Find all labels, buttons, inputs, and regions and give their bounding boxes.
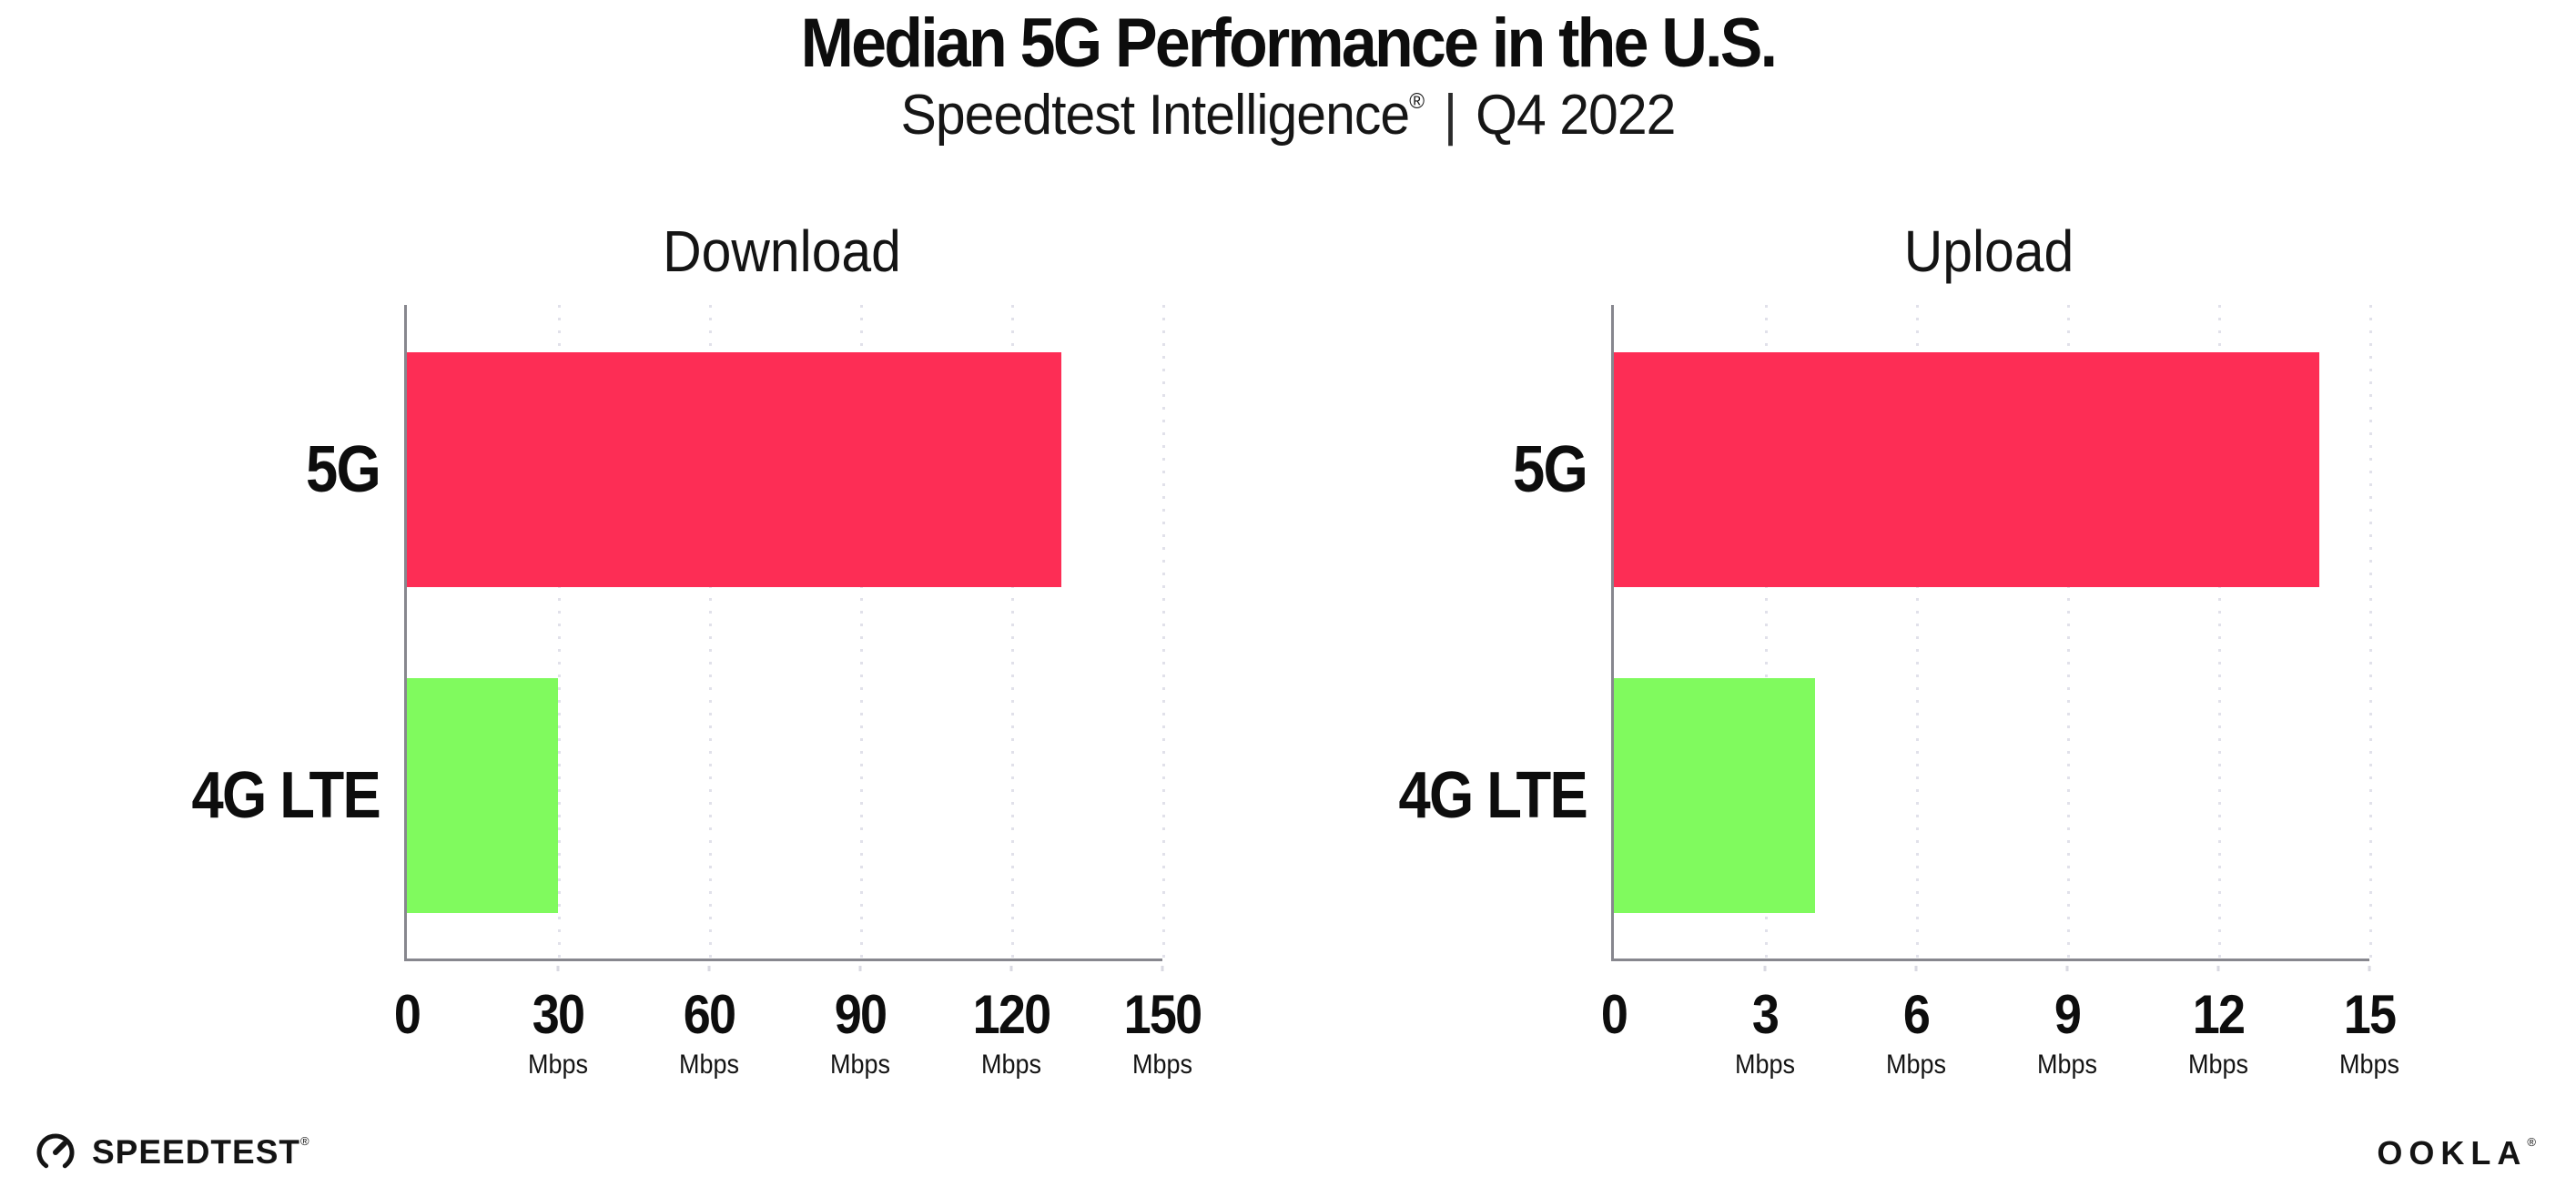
tick-mark-6 — [1914, 966, 1918, 971]
plot-area: 0 30 Mbps 60 Mbps 90 Mbps 120 Mbps 150 Mbps 5G 4G L… — [191, 305, 1202, 1079]
registered-mark-icon: ® — [1409, 89, 1425, 114]
x-tick-value: 150 — [1123, 984, 1203, 1045]
gridline-3 — [1765, 305, 1768, 959]
x-tick-value: 12 — [2192, 984, 2246, 1045]
x-tick-unit: Mbps — [1885, 1050, 1947, 1080]
x-tick-value: 90 — [834, 984, 887, 1045]
x-tick-label-150: 150 Mbps — [1123, 984, 1203, 1080]
x-tick-value: 15 — [2343, 984, 2397, 1045]
x-tick-value: 0 — [393, 984, 421, 1045]
tick-mark-3 — [1763, 966, 1767, 971]
category-label-5g: 5G — [305, 433, 381, 506]
tick-mark-30 — [556, 966, 560, 971]
speedtest-gauge-icon — [36, 1133, 75, 1172]
tick-mark-120 — [1009, 966, 1013, 971]
x-tick-label-9: 9 Mbps — [2037, 988, 2097, 1079]
ookla-registered-icon: ® — [2527, 1135, 2542, 1149]
bar-5g — [407, 352, 1062, 587]
speedtest-logo: SPEEDTEST® — [34, 1130, 310, 1173]
x-tick-value: 120 — [972, 984, 1052, 1045]
x-tick-unit: Mbps — [527, 1050, 589, 1080]
subtitle-divider: | — [1443, 84, 1457, 147]
tick-mark-15 — [2368, 966, 2371, 971]
gridline-150 — [1162, 305, 1165, 959]
x-tick-label-6: 6 Mbps — [1886, 988, 1946, 1079]
x-tick-unit: Mbps — [2338, 1050, 2400, 1080]
x-tick-unit: Mbps — [980, 1050, 1042, 1080]
tick-mark-9 — [2065, 966, 2069, 971]
x-tick-unit: Mbps — [678, 1050, 740, 1080]
x-tick-label-15: 15 Mbps — [2339, 988, 2399, 1079]
category-label-4g-lte: 4G LTE — [191, 759, 380, 832]
bar-4g-lte — [407, 678, 558, 913]
gridline-30 — [558, 305, 561, 959]
category-label-4g-lte: 4G LTE — [1398, 759, 1587, 832]
page-title: Median 5G Performance in the U.S. — [800, 5, 1778, 82]
gridline-12 — [2218, 305, 2221, 959]
gridline-6 — [1916, 305, 1919, 959]
x-tick-label-120: 120 Mbps — [972, 984, 1052, 1080]
gridline-15 — [2369, 305, 2372, 959]
category-label-5g: 5G — [1512, 433, 1588, 506]
x-tick-label-90: 90 Mbps — [830, 988, 890, 1079]
x-tick-unit: Mbps — [829, 1050, 891, 1080]
x-tick-unit: Mbps — [1734, 1050, 1796, 1080]
chart-title-download: Download — [663, 218, 901, 284]
bar-5g — [1614, 352, 2319, 587]
ookla-logo: OOKLA® — [2377, 1134, 2542, 1172]
x-tick-value: 3 — [1751, 984, 1780, 1045]
bar-4g-lte — [1614, 678, 1816, 913]
speedtest-wordmark: SPEEDTEST® — [92, 1132, 310, 1171]
subtitle-period: Q4 2022 — [1476, 84, 1676, 147]
plot-area: 0 3 Mbps 6 Mbps 9 Mbps 12 Mbps 15 Mbps 5G 4G LTE — [1398, 305, 2399, 1079]
x-tick-value: 9 — [2054, 984, 2082, 1045]
x-tick-label-30: 30 Mbps — [528, 988, 588, 1079]
tick-mark-150 — [1161, 966, 1164, 971]
x-tick-label-0: 0 — [1600, 984, 1628, 1045]
x-tick-label-0: 0 — [393, 984, 421, 1045]
x-tick-value: 6 — [1902, 984, 1931, 1045]
x-tick-unit: Mbps — [1131, 1050, 1193, 1080]
x-tick-unit: Mbps — [2187, 1050, 2249, 1080]
gridline-60 — [709, 305, 712, 959]
chart-title-upload: Upload — [1903, 218, 2074, 284]
x-axis-labels: 0 3 Mbps 6 Mbps 9 Mbps 12 Mbps 15 Mbps — [1601, 959, 2399, 1104]
subtitle-brand: Speedtest Intelligence — [900, 84, 1411, 147]
x-tick-value: 60 — [683, 984, 736, 1045]
x-tick-unit: Mbps — [2036, 1050, 2098, 1080]
x-tick-value: 0 — [1600, 984, 1628, 1045]
tick-mark-12 — [2216, 966, 2220, 971]
gridline-90 — [860, 305, 863, 959]
x-tick-label-60: 60 Mbps — [679, 988, 739, 1079]
x-tick-value: 30 — [532, 984, 585, 1045]
speedtest-registered-icon: ® — [300, 1133, 310, 1148]
x-tick-label-3: 3 Mbps — [1735, 988, 1795, 1079]
tick-mark-60 — [707, 966, 711, 971]
x-axis-labels: 0 30 Mbps 60 Mbps 90 Mbps 120 Mbps 150 Mbps — [394, 959, 1202, 1104]
tick-mark-90 — [858, 966, 862, 971]
page-subtitle: Speedtest Intelligence® | Q4 2022 — [65, 87, 2512, 144]
x-tick-label-12: 12 Mbps — [2188, 988, 2248, 1079]
gridline-120 — [1011, 305, 1014, 959]
gridline-9 — [2067, 305, 2070, 959]
